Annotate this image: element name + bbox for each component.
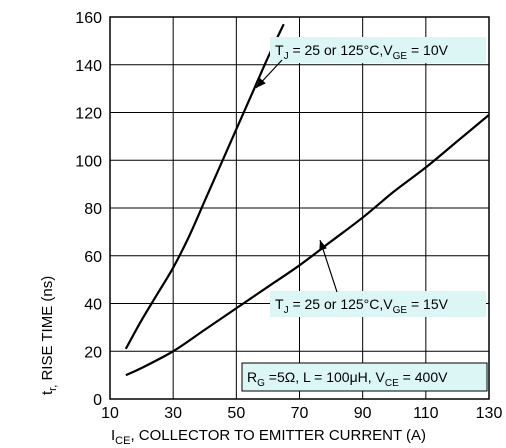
y-tick-label: 0 bbox=[93, 392, 102, 409]
annotation-label: TJ = 25 or 125°C,VGE = 15V bbox=[275, 296, 449, 316]
annotation-box bbox=[270, 37, 486, 63]
x-tick-label: 70 bbox=[291, 405, 309, 422]
annotation-label: RG =5Ω, L = 100μH, VCE = 400V bbox=[247, 369, 448, 389]
x-tick-label: 10 bbox=[101, 405, 119, 422]
x-axis-label: ICE, COLLECTOR TO EMITTER CURRENT (A) bbox=[111, 427, 426, 447]
x-tick-label: 90 bbox=[354, 405, 372, 422]
y-tick-label: 100 bbox=[75, 153, 102, 170]
arrowhead bbox=[319, 240, 327, 251]
annotation-label: TJ = 25 or 125°C,VGE = 10V bbox=[275, 42, 449, 62]
y-tick-label: 160 bbox=[75, 10, 102, 27]
arrowhead bbox=[256, 77, 266, 88]
x-tick-label: 110 bbox=[413, 405, 439, 422]
grid bbox=[109, 16, 490, 400]
y-tick-label: 40 bbox=[84, 297, 102, 314]
x-tick-label: 30 bbox=[164, 405, 182, 422]
y-tick-label: 140 bbox=[75, 58, 102, 75]
y-tick-label: 120 bbox=[75, 106, 102, 123]
plot-frame bbox=[109, 16, 490, 400]
y-axis-label: tr, RISE TIME (ns) bbox=[39, 276, 59, 395]
series-line-1 bbox=[124, 23, 285, 350]
series-line-2 bbox=[125, 114, 490, 377]
y-tick-label: 20 bbox=[84, 344, 102, 361]
annotation-box bbox=[270, 291, 486, 317]
x-tick-label: 130 bbox=[476, 405, 503, 422]
annotations-layer: TJ = 25 or 125°C,VGE = 10V TJ = 25 or 125… bbox=[241, 37, 488, 392]
annotation-box bbox=[241, 362, 488, 392]
y-tick-label: 60 bbox=[84, 249, 102, 266]
y-tick-label: 80 bbox=[84, 201, 102, 218]
series-layer bbox=[124, 23, 490, 377]
tick-labels: 0 20 40 60 80 100 120 140 160 10 30 50 70 90 110 130 bbox=[75, 10, 502, 422]
x-tick-label: 50 bbox=[227, 405, 245, 422]
